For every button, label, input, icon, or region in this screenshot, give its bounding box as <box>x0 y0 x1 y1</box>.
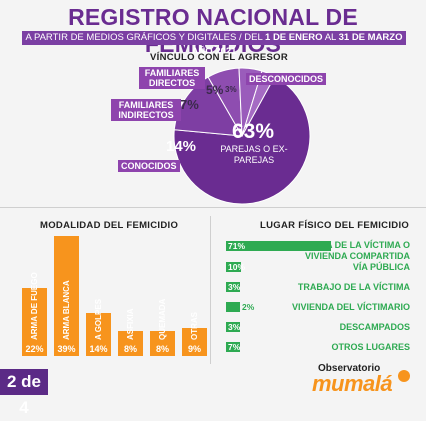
hbar-value-label: 3% <box>228 321 241 332</box>
pie-pct-familiares-indirectos: 7% <box>180 97 199 112</box>
bar-chart-title: MODALIDAD DEL FEMICIDIO <box>40 220 179 231</box>
hbar-category-label: DESCAMPADOS <box>339 322 410 332</box>
pie-pct-conocidos: 14% <box>166 138 197 155</box>
vertical-bar-chart: 22% ARMA DE FUEGO 39% ARMA BLANCA 14% A GOLPE… <box>0 0 210 370</box>
bar-value-label: 8% <box>155 344 169 354</box>
hbar-0 <box>226 241 331 251</box>
pie-slice-conocidos <box>173 76 243 137</box>
hbar-chart-title: LUGAR FÍSICO DEL FEMICIDIO <box>260 220 410 231</box>
hbar-value-label: 3% <box>228 281 241 292</box>
hbar-3 <box>226 302 240 312</box>
column-divider <box>210 216 211 364</box>
hbar-2 <box>226 282 240 292</box>
subtitle-date-start: 1 DE ENERO <box>265 32 323 43</box>
bar-quemada <box>150 331 175 356</box>
bar-value-label: 22% <box>25 344 44 354</box>
pie-pct-familiares-directos: 5% <box>206 83 224 97</box>
pie-pct-desconocidos: 3% <box>225 85 237 94</box>
bar-value-label: 9% <box>187 344 201 354</box>
subtitle-banner: A PARTIR DE MEDIOS GRÁFICOS Y DIGITALES … <box>22 31 406 57</box>
pie-label-parejas: PAREJAS O EX-PAREJAS <box>220 144 288 165</box>
bar-arma-de-fuego <box>22 288 47 356</box>
hbar-5 <box>226 342 240 352</box>
hbar-category-label: OTROS LUGARES <box>331 342 410 352</box>
bar-value-label: 39% <box>57 344 76 354</box>
logo-mumala: mumalá <box>312 371 393 396</box>
pie-label-desconocidos: DESCONOCIDOS <box>246 73 327 85</box>
hbar-category-label: VÍA PÚBLICA <box>352 262 410 272</box>
hbar-1 <box>226 262 241 272</box>
bar-arma-blanca <box>54 236 79 356</box>
bar-value-label: 14% <box>89 344 108 354</box>
hbar-value-label: 10% <box>228 261 246 272</box>
pie-chart-title: VÍNCULO CON EL AGRESOR <box>150 52 289 63</box>
section-divider <box>0 207 426 208</box>
hbar-value-label: 2% <box>242 301 255 312</box>
hbar-4 <box>226 322 240 332</box>
horizontal-bar-chart: 71% VIVIENDA DE LA VÍCTIMA O VIVIENDA COM… <box>226 240 411 352</box>
pie-pct-parejas: 63% <box>232 120 275 143</box>
bar-value-label: 8% <box>123 344 137 354</box>
hbar-category-label: VIVIENDA DE LA VÍCTIMA O VIVIENDA COMPAR… <box>290 240 411 261</box>
subtitle-mid: AL <box>324 32 336 43</box>
pie-label-conocidos: CONOCIDOS <box>118 160 180 172</box>
bar-a-golpes <box>86 312 111 356</box>
hbar-category-label: TRABAJO DE LA VÍCTIMA <box>297 282 410 292</box>
bar-otras <box>182 328 207 356</box>
logo-observatorio-text: Observatorio <box>318 363 381 374</box>
page-indicator: 2 de 4 <box>0 369 48 417</box>
logo-dot-icon <box>398 370 410 382</box>
hbar-value-label: 7% <box>228 341 241 352</box>
bar-asfixia <box>118 331 143 356</box>
pie-slice-parejas-o-ex-parejas <box>173 75 311 205</box>
subtitle-prefix: A PARTIR DE MEDIOS GRÁFICOS Y DIGITALES … <box>25 32 263 43</box>
hbar-value-label: 71% <box>228 240 246 251</box>
subtitle-date-end: 31 DE MARZO AÑO 2021 <box>191 32 403 57</box>
pie-label-familiares-indirectos: FAMILIARES INDIRECTOS <box>111 99 181 121</box>
pie-chart <box>173 67 311 205</box>
hbar-category-label: VIVIENDA DEL VÍCTIMARIO <box>291 302 410 312</box>
pie-label-familiares-directos: FAMILIARES DIRECTOS <box>139 67 205 89</box>
